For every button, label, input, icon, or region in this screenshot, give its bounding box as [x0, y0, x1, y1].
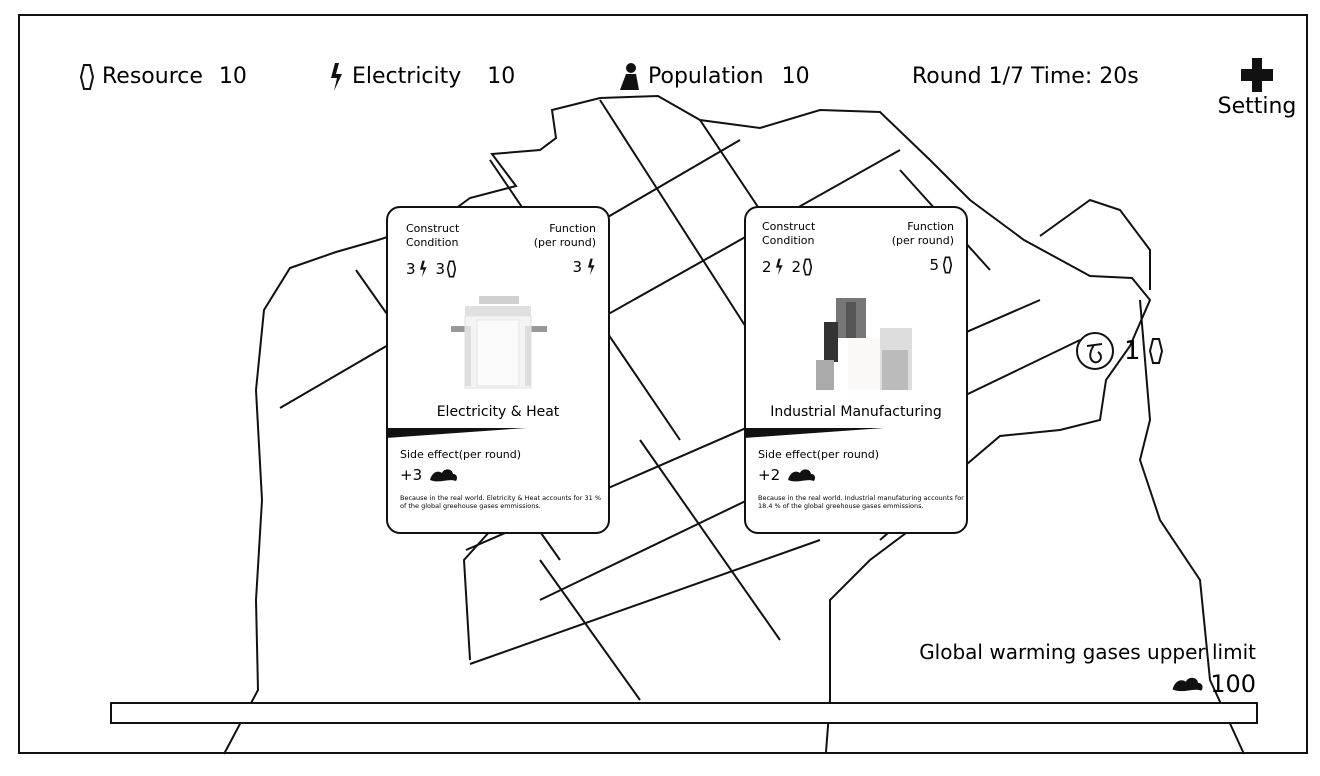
- side-effect-label: Side effect(per round): [400, 448, 522, 461]
- gas-limit-label: Global warming gases upper limit: [919, 640, 1256, 664]
- settings-label: Setting: [1217, 94, 1297, 119]
- construct-label: Construct Condition: [762, 220, 816, 247]
- card-title: Electricity & Heat: [436, 404, 560, 420]
- lightning-icon: [331, 63, 342, 91]
- side-effect-label: Side effect(per round): [758, 448, 880, 461]
- game-frame: [18, 14, 1308, 754]
- crystal-icon: [447, 260, 457, 278]
- cost-resource-value: 2: [791, 258, 802, 276]
- cooldown-indicator: 1: [1074, 330, 1163, 372]
- hud-electricity-label: Electricity: [352, 64, 462, 89]
- card-divider: [744, 428, 884, 438]
- hud-population-label: Population: [648, 64, 764, 89]
- lightning-icon: [419, 260, 427, 278]
- gas-progress-bar: [110, 702, 1258, 724]
- timer-icon: [1076, 332, 1114, 370]
- hud-resource-value: 10: [218, 64, 247, 89]
- function-label: Function (per round): [891, 220, 954, 247]
- construct-cost: 2 2: [762, 258, 813, 276]
- hud-electricity: Electricity 10: [328, 60, 515, 94]
- crystal-icon: [943, 256, 952, 274]
- side-effect-value: +2: [758, 466, 816, 484]
- cooldown-value: 1: [1124, 336, 1141, 366]
- round-timer-text: Round 1/7 Time: 20s: [912, 64, 1139, 89]
- card-electricity-heat[interactable]: Construct Condition Function (per round)…: [386, 206, 610, 534]
- crystal-icon: [80, 64, 94, 90]
- gas-cloud-icon: [788, 469, 816, 482]
- settings-button[interactable]: Setting: [1212, 58, 1302, 119]
- gas-limit-number: 100: [1210, 670, 1256, 698]
- power-plant-illustration: [451, 296, 547, 389]
- card-industrial-manufacturing[interactable]: Construct Condition Function (per round)…: [744, 206, 968, 534]
- gas-cloud-icon: [430, 469, 458, 482]
- lightning-icon: [775, 258, 783, 276]
- side-effect-value: +3: [400, 466, 458, 484]
- side-effect-amount: +2: [758, 466, 781, 484]
- person-icon: [620, 63, 639, 90]
- function-label: Function (per round): [533, 222, 596, 249]
- hud-round-timer: Round 1/7 Time: 20s: [912, 60, 1139, 94]
- crystal-icon: [803, 258, 813, 276]
- cross-icon: [1241, 58, 1273, 92]
- gas-cloud-icon: [1172, 677, 1203, 692]
- cost-electricity-value: 3: [406, 260, 416, 278]
- crystal-icon: [1148, 338, 1163, 364]
- factory-illustration: [816, 298, 912, 390]
- function-output: 3: [572, 258, 596, 276]
- side-effect-amount: +3: [400, 466, 423, 484]
- hud-electricity-value: 10: [487, 64, 516, 89]
- card-title: Industrial Manufacturing: [770, 404, 942, 420]
- card-note: Because in the real world. Eletricity & …: [400, 494, 601, 510]
- function-value: 3: [572, 258, 582, 276]
- card-divider: [386, 428, 526, 438]
- cost-resource-value: 3: [435, 260, 446, 278]
- function-output: 5: [929, 256, 952, 274]
- hud-population-value: 10: [781, 64, 810, 89]
- hud-resource-label: Resource: [102, 64, 203, 89]
- function-value: 5: [929, 256, 939, 274]
- lightning-icon: [588, 258, 595, 276]
- construct-cost: 3 3: [406, 260, 457, 278]
- construct-label: Construct Condition: [406, 222, 460, 249]
- card-note: Because in the real world. Industrial ma…: [758, 494, 964, 510]
- hud-resource: Resource 10: [80, 60, 247, 94]
- hud-population: Population 10: [618, 60, 810, 94]
- gas-limit-value: 100: [1170, 670, 1256, 698]
- cost-electricity-value: 2: [762, 258, 772, 276]
